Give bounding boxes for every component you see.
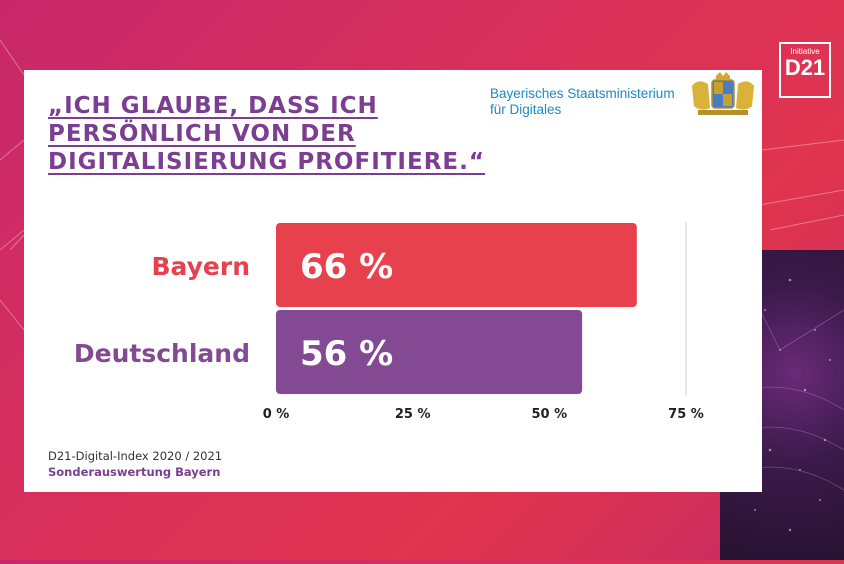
logo-small-text: Initiative [790, 47, 820, 56]
tick-label-0: 0 % [263, 407, 290, 422]
value-label-deutschland: 56 % [300, 334, 393, 374]
tick-label-25: 25 % [395, 407, 431, 422]
chart-title: „ICH GLAUBE, DASS ICH PERSÖNLICH VON DER… [48, 92, 485, 176]
bar-deutschland [276, 310, 583, 394]
source-subtitle: Sonderauswertung Bayern [48, 465, 221, 479]
category-label-bayern: Bayern [151, 252, 250, 281]
source-note: D21-Digital-Index 2020 / 2021 [48, 449, 223, 463]
value-label-bayern: 66 % [300, 247, 393, 287]
initiative-d21-logo: Initiative D21 [779, 42, 831, 98]
tick-label-75: 75 % [668, 407, 704, 422]
title-line-2: PERSÖNLICH VON DER [48, 121, 356, 147]
ministry-name: Bayerisches Staatsministerium für Digita… [490, 86, 680, 118]
logo-big-text: D21 [784, 55, 826, 80]
title-line-3: DIGITALISIERUNG PROFITIERE.“ [48, 149, 485, 175]
bar-bayern [276, 223, 637, 307]
category-label-deutschland: Deutschland [74, 339, 250, 368]
title-line-1: „ICH GLAUBE, DASS ICH [48, 93, 378, 119]
ministry-line-1: Bayerisches Staatsministerium [490, 86, 675, 101]
ministry-line-2: für Digitales [490, 102, 562, 117]
bavarian-coat-of-arms-icon [692, 72, 754, 115]
tick-label-50: 50 % [532, 407, 568, 422]
